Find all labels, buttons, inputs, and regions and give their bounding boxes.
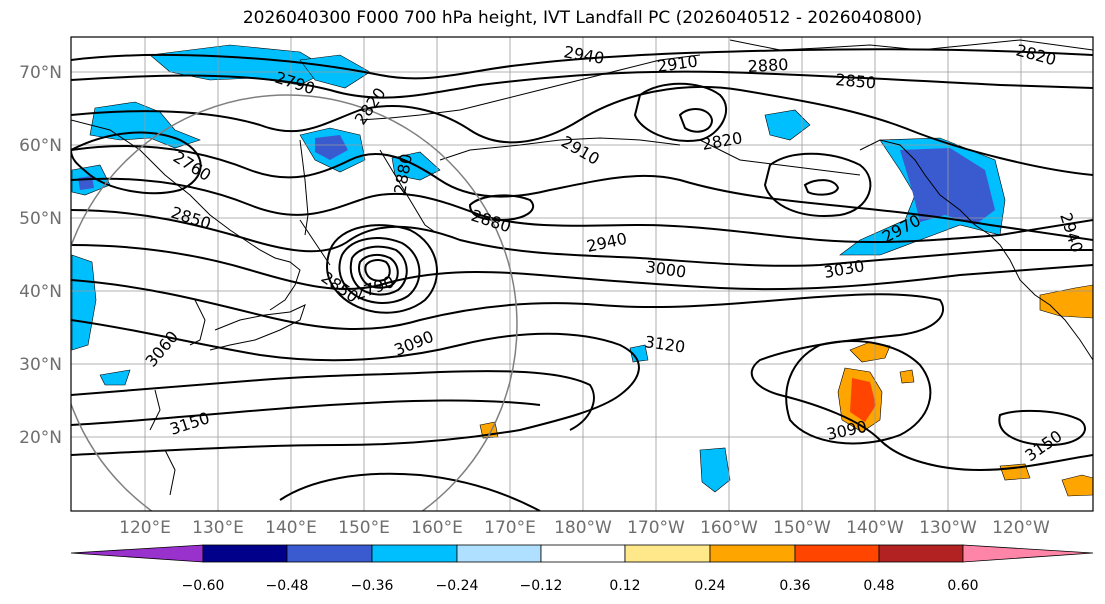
lon-label: 160°E bbox=[411, 518, 463, 538]
contour-label: 3030 bbox=[822, 256, 865, 282]
lon-labels: 120°E 130°E 140°E 150°E 160°E 170°E 180°… bbox=[119, 518, 1050, 538]
lon-label: 130°E bbox=[192, 518, 244, 538]
colorbar-segment bbox=[286, 544, 373, 563]
lat-label: 70°N bbox=[19, 63, 62, 83]
contour-label: 2880 bbox=[469, 206, 514, 237]
contour-label: 2820 bbox=[700, 128, 743, 154]
lon-label: 150°E bbox=[338, 518, 390, 538]
colorbar-segment bbox=[709, 544, 796, 563]
colorbar-tick-label: 0.60 bbox=[947, 578, 978, 594]
colorbar-segment bbox=[202, 544, 288, 563]
ivt-shading bbox=[71, 44, 1093, 497]
contour-label: 2940 bbox=[562, 42, 605, 68]
colorbar-segment bbox=[962, 544, 1094, 563]
map-title: 2026040300 F000 700 hPa height, IVT Land… bbox=[242, 8, 923, 28]
colorbar bbox=[70, 544, 1094, 563]
contour-label: 2850 bbox=[835, 70, 877, 92]
colorbar-tick-label: −0.60 bbox=[182, 578, 225, 594]
lat-labels: 70°N 60°N 50°N 40°N 30°N 20°N bbox=[19, 63, 62, 448]
graticule bbox=[71, 37, 1093, 511]
contour-label: 3090 bbox=[825, 417, 869, 444]
contour-label: 3150 bbox=[167, 408, 212, 439]
colorbar-segment bbox=[540, 544, 626, 563]
contour-label: 2850 bbox=[169, 203, 214, 234]
map-frame bbox=[70, 36, 1094, 512]
lon-label: 140°E bbox=[265, 518, 317, 538]
colorbar-ticks: −0.60 −0.48 −0.36 −0.24 −0.12 0.12 0.24 … bbox=[182, 578, 979, 594]
colorbar-segment bbox=[70, 544, 204, 563]
lat-label: 40°N bbox=[19, 282, 62, 302]
lat-label: 60°N bbox=[19, 136, 62, 156]
lat-label: 20°N bbox=[19, 428, 62, 448]
height-contours bbox=[71, 48, 1093, 511]
colorbar-segment bbox=[794, 544, 880, 563]
range-circle bbox=[71, 94, 518, 511]
lat-label: 50°N bbox=[19, 209, 62, 229]
colorbar-tick-label: −0.48 bbox=[266, 578, 309, 594]
colorbar-tick-label: −0.24 bbox=[436, 578, 479, 594]
lon-label: 180°W bbox=[554, 518, 612, 538]
ivt-strong-positive-fields bbox=[850, 378, 876, 422]
lon-label: 170°E bbox=[484, 518, 536, 538]
contour-label: 3150 bbox=[1021, 426, 1065, 465]
contour-label: 2910 bbox=[558, 132, 603, 169]
lon-label: 140°W bbox=[846, 518, 904, 538]
colorbar-tick-label: 0.36 bbox=[779, 578, 810, 594]
contour-label: 2940 bbox=[585, 229, 629, 256]
coastlines bbox=[71, 39, 1093, 496]
lon-label: 120°W bbox=[992, 518, 1050, 538]
contour-label: 3120 bbox=[643, 332, 686, 356]
lon-label: 170°W bbox=[627, 518, 685, 538]
lon-label: 150°W bbox=[773, 518, 831, 538]
contour-label: 2940 bbox=[1056, 210, 1087, 255]
colorbar-segment bbox=[878, 544, 964, 563]
colorbar-tick-label: −0.12 bbox=[520, 578, 563, 594]
lon-label: 120°E bbox=[119, 518, 171, 538]
colorbar-segment bbox=[371, 544, 458, 563]
lon-label: 130°W bbox=[919, 518, 977, 538]
colorbar-segment bbox=[624, 544, 711, 563]
colorbar-tick-label: 0.48 bbox=[863, 578, 894, 594]
contour-label: 2880 bbox=[747, 55, 789, 76]
colorbar-segment bbox=[456, 544, 542, 563]
colorbar-tick-label: 0.24 bbox=[694, 578, 725, 594]
colorbar-tick-label: −0.36 bbox=[351, 578, 394, 594]
lat-label: 30°N bbox=[19, 355, 62, 375]
contour-labels: 2790 2820 2940 2910 2880 2850 2820 2760 … bbox=[142, 41, 1087, 466]
lon-label: 160°W bbox=[700, 518, 758, 538]
colorbar-tick-label: 0.12 bbox=[609, 578, 640, 594]
ivt-strong-negative-fields bbox=[78, 135, 995, 225]
